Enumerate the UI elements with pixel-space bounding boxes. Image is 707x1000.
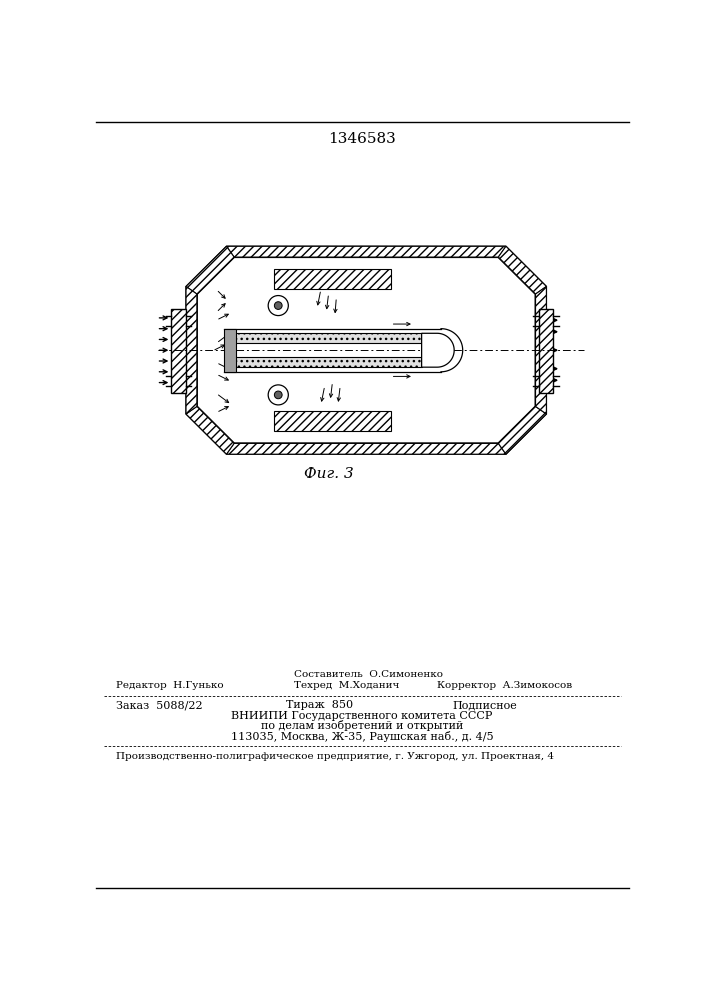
Polygon shape	[539, 309, 554, 393]
Polygon shape	[224, 329, 235, 372]
Polygon shape	[535, 286, 547, 414]
Text: 1346583: 1346583	[328, 132, 396, 146]
Polygon shape	[171, 309, 186, 393]
Text: Редактор  Н.Гунько: Редактор Н.Гунько	[115, 681, 223, 690]
Polygon shape	[186, 246, 234, 294]
Text: Корректор  А.Зимокосов: Корректор А.Зимокосов	[437, 681, 572, 690]
Circle shape	[268, 385, 288, 405]
Polygon shape	[274, 269, 391, 289]
Polygon shape	[498, 246, 547, 294]
Polygon shape	[498, 406, 547, 454]
Text: Тираж  850: Тираж 850	[286, 700, 353, 710]
Circle shape	[274, 302, 282, 309]
Polygon shape	[421, 333, 454, 367]
Polygon shape	[186, 406, 234, 454]
Polygon shape	[186, 286, 197, 414]
Text: 113035, Москва, Ж-35, Раушская наб., д. 4/5: 113035, Москва, Ж-35, Раушская наб., д. …	[230, 730, 493, 742]
Text: Составитель  О.Симоненко: Составитель О.Симоненко	[293, 670, 443, 679]
Text: Фиг. 3: Фиг. 3	[304, 467, 354, 481]
Text: Производственно-полиграфическое предприятие, г. Ужгород, ул. Проектная, 4: Производственно-полиграфическое предприя…	[115, 752, 554, 761]
Polygon shape	[274, 411, 391, 431]
Text: Подписное: Подписное	[452, 700, 518, 710]
Text: Техред  М.Ходанич: Техред М.Ходанич	[293, 681, 399, 690]
Text: ВНИИПИ Государственного комитета СССР: ВНИИПИ Государственного комитета СССР	[231, 711, 493, 721]
Polygon shape	[226, 246, 506, 257]
Circle shape	[274, 391, 282, 399]
Text: Заказ  5088/22: Заказ 5088/22	[115, 700, 202, 710]
Text: по делам изобретений и открытий: по делам изобретений и открытий	[261, 720, 463, 731]
Polygon shape	[232, 357, 421, 367]
Circle shape	[268, 296, 288, 316]
Polygon shape	[226, 443, 506, 454]
Polygon shape	[232, 333, 421, 343]
Polygon shape	[197, 257, 535, 443]
